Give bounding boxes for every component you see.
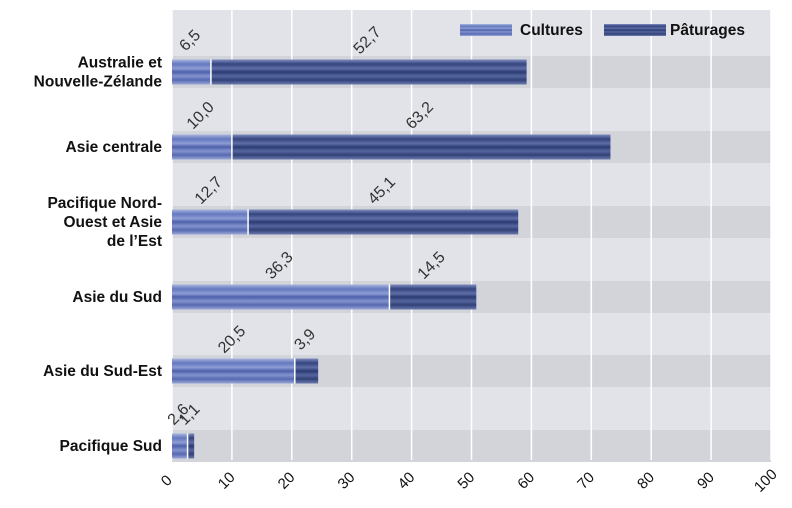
category-label: Asie du Sud-Est xyxy=(43,363,162,380)
bar-cultures xyxy=(172,59,211,85)
category-label: Pacifique Sud xyxy=(60,438,163,455)
bar-cultures xyxy=(172,284,390,310)
legend: Cultures Pâturages xyxy=(460,22,745,39)
x-tick-label: 90 xyxy=(694,469,718,493)
bar-paturages xyxy=(210,59,527,85)
bar-paturages xyxy=(389,284,477,310)
x-tick-label: 40 xyxy=(395,469,419,493)
x-tick-label: 0 xyxy=(158,472,176,490)
category-label: Asie centrale xyxy=(66,139,163,156)
legend-label-paturages: Pâturages xyxy=(670,22,745,39)
legend-label-cultures: Cultures xyxy=(520,22,583,39)
x-axis-tick-labels: 0 10 20 30 40 50 60 70 80 90 100 xyxy=(158,466,781,496)
x-tick-label: 80 xyxy=(634,469,658,493)
bar-cultures xyxy=(172,358,295,384)
bar-cultures xyxy=(172,134,232,160)
bar-paturages xyxy=(187,433,195,459)
bar-cultures xyxy=(172,209,249,235)
category-label: Pacifique Nord-Ouest et Asie de l’Est xyxy=(47,195,162,250)
legend-swatch-paturages xyxy=(604,24,666,36)
x-tick-label: 10 xyxy=(215,469,239,493)
category-label: Asie du Sud xyxy=(72,289,162,306)
category-label: Australie et Nouvelle-Zélande xyxy=(34,55,163,91)
bar-paturages xyxy=(294,358,319,384)
x-tick-label: 100 xyxy=(751,466,781,496)
legend-swatch-cultures xyxy=(460,24,512,36)
bar-cultures xyxy=(172,433,188,459)
x-tick-label: 30 xyxy=(335,469,359,493)
bar-paturages xyxy=(248,209,519,235)
bar-paturages xyxy=(231,134,611,160)
x-tick-label: 50 xyxy=(454,469,478,493)
x-tick-label: 20 xyxy=(275,469,299,493)
gridlines xyxy=(171,10,772,460)
x-tick-label: 60 xyxy=(514,469,538,493)
bars xyxy=(172,59,611,459)
category-labels: Australie et Nouvelle-Zélande Asie central… xyxy=(34,55,163,456)
x-tick-label: 70 xyxy=(574,469,598,493)
